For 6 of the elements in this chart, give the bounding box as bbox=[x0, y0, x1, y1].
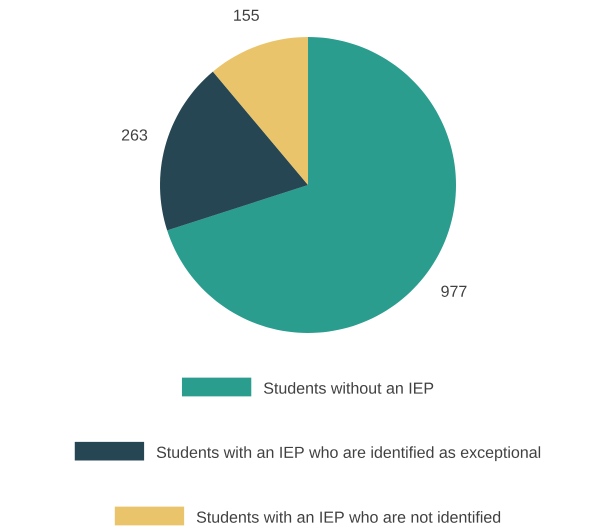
legend-label: Students with an IEP who are not identified bbox=[196, 511, 500, 523]
data-label: 977 bbox=[441, 286, 467, 297]
data-label: 155 bbox=[234, 10, 259, 21]
legend-label: Students with an IEP who are identified as exceptional bbox=[156, 446, 540, 462]
data-label: 263 bbox=[122, 129, 148, 141]
legend-label: Students without an IEP bbox=[264, 382, 434, 394]
